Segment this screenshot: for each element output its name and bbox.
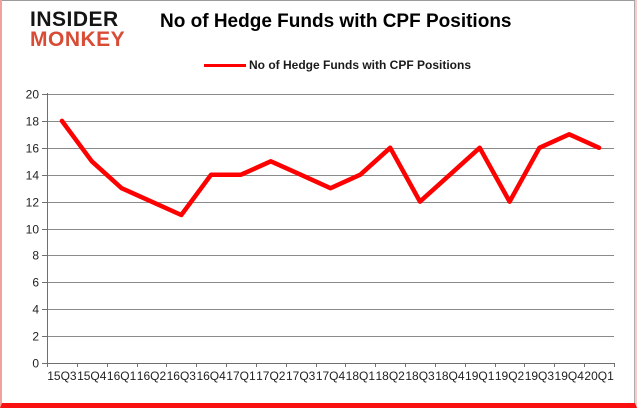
y-tick-label: 2 bbox=[32, 330, 39, 344]
y-tick-label: 10 bbox=[26, 223, 40, 237]
x-tick-label: 16Q3 bbox=[167, 369, 197, 383]
logo-line-insider: INSIDER bbox=[30, 8, 119, 31]
x-tick-label: 19Q4 bbox=[555, 369, 585, 383]
legend-line-marker bbox=[204, 63, 246, 67]
insider-monkey-logo: INSIDER MONKEY bbox=[30, 8, 126, 51]
legend-label: No of Hedge Funds with CPF Positions bbox=[249, 58, 471, 72]
x-tick-label: 18Q1 bbox=[346, 369, 376, 383]
x-tick-label: 17Q1 bbox=[226, 369, 256, 383]
y-tick-label: 12 bbox=[26, 196, 40, 210]
x-tick-label: 19Q3 bbox=[525, 369, 555, 383]
x-tick-label: 18Q2 bbox=[376, 369, 406, 383]
y-tick-label: 20 bbox=[26, 88, 40, 102]
series-line bbox=[59, 118, 602, 218]
axes bbox=[42, 93, 615, 367]
gridlines bbox=[47, 94, 614, 364]
x-tick-label: 20Q1 bbox=[584, 369, 614, 383]
y-tick-label: 18 bbox=[26, 115, 40, 129]
x-tick-label: 18Q3 bbox=[405, 369, 435, 383]
x-tick-label: 17Q4 bbox=[316, 369, 346, 383]
y-tick-label: 14 bbox=[26, 169, 40, 183]
x-tick-label: 17Q2 bbox=[256, 369, 286, 383]
y-tick-label: 6 bbox=[32, 276, 39, 290]
y-axis-labels: 0 2 4 6 8 10 12 14 16 18 20 bbox=[26, 88, 40, 371]
y-tick-label: 4 bbox=[32, 303, 39, 317]
y-tick-label: 0 bbox=[32, 357, 39, 371]
chart-title: No of Hedge Funds with CPF Positions bbox=[160, 11, 512, 32]
x-tick-label: 15Q3 bbox=[47, 369, 77, 383]
x-tick-label: 16Q2 bbox=[137, 369, 167, 383]
logo-line-monkey: MONKEY bbox=[30, 28, 126, 51]
x-tick-label: 17Q3 bbox=[286, 369, 316, 383]
x-tick-label: 15Q4 bbox=[77, 369, 107, 383]
x-axis-labels: 15Q3 15Q4 16Q1 16Q2 16Q3 16Q4 17Q1 17Q2 17Q3 17Q4… bbox=[47, 369, 614, 383]
x-tick-label: 16Q4 bbox=[196, 369, 226, 383]
y-tick-label: 16 bbox=[26, 142, 40, 156]
x-tick-label: 19Q2 bbox=[495, 369, 525, 383]
y-tick-label: 8 bbox=[32, 249, 39, 263]
x-tick-label: 19Q1 bbox=[465, 369, 495, 383]
x-tick-label: 18Q4 bbox=[435, 369, 465, 383]
legend: No of Hedge Funds with CPF Positions bbox=[204, 58, 471, 72]
x-tick-label: 16Q1 bbox=[107, 369, 137, 383]
